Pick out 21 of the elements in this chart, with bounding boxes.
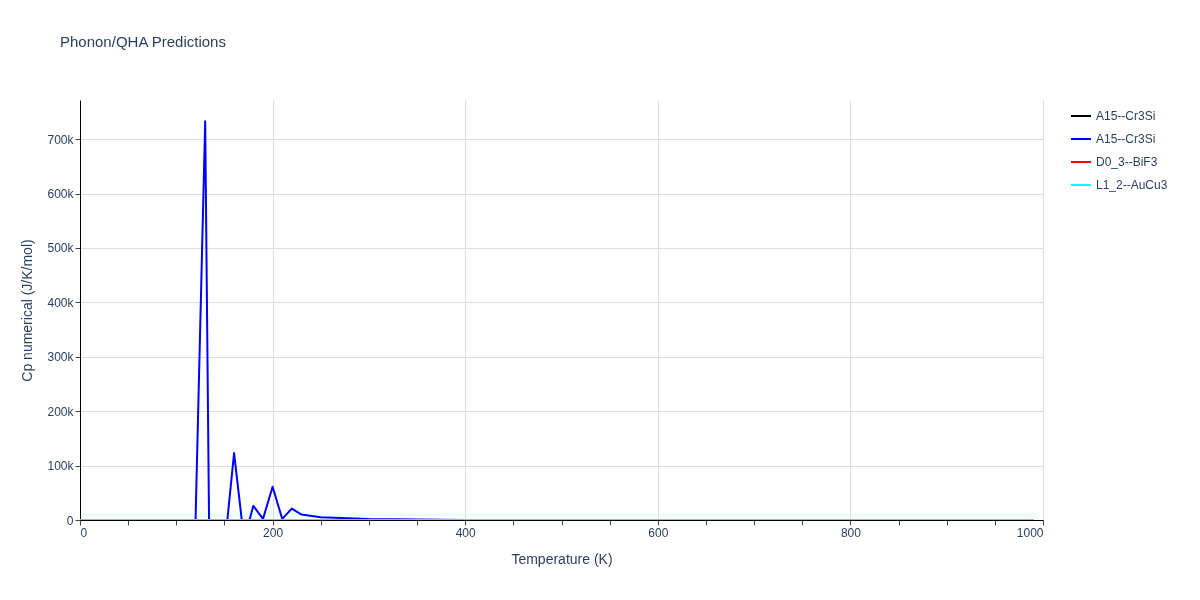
x-tick-label: 600 — [648, 525, 669, 540]
x-tick-label: 800 — [840, 525, 862, 540]
x-tick-label: 0 — [80, 525, 88, 540]
legend-label: A15--Cr3Si — [1096, 109, 1156, 123]
y-tick-label: 600k — [47, 187, 75, 202]
legend-label: D0_3--BiF3 — [1096, 155, 1158, 169]
chart-title: Phonon/QHA Predictions — [60, 33, 226, 50]
y-tick-label: 500k — [47, 241, 75, 256]
x-tick-label: 200 — [263, 525, 284, 540]
y-tick-label: 100k — [47, 459, 75, 474]
x-axis-title: Temperature (K) — [511, 550, 613, 567]
y-tick-label: 200k — [47, 404, 75, 419]
y-tick-label: 300k — [47, 350, 75, 365]
y-axis-title: Cp numerical (J/K/mol) — [19, 239, 36, 382]
y-tick-label: 400k — [47, 295, 75, 310]
y-tick-label: 0 — [66, 513, 74, 528]
legend-label: A15--Cr3Si — [1096, 132, 1156, 146]
legend-label: L1_2--AuCu3 — [1096, 178, 1168, 192]
y-tick-label: 700k — [47, 132, 75, 147]
x-tick-label: 1000 — [1016, 525, 1044, 540]
x-tick-label: 400 — [455, 525, 477, 540]
